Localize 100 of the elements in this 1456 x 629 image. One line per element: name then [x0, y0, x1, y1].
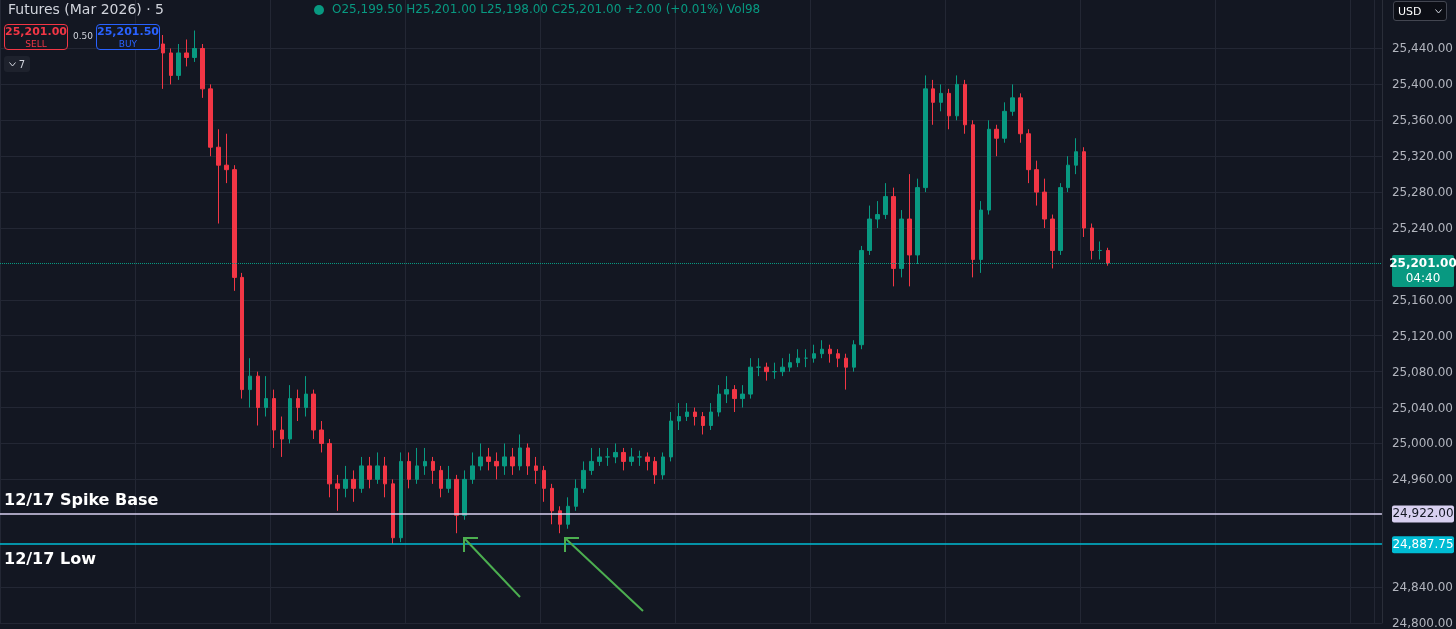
- candlestick: [732, 384, 737, 413]
- candlestick: [335, 474, 340, 512]
- annotation: O25,199.50 H25,201.00 L25,198.00 C25,201.00 +2.00 (+0.01%) Vol98: [332, 2, 761, 16]
- candlestick: [224, 133, 229, 184]
- candlestick: [645, 451, 650, 471]
- y-tick-label: 24,800.00: [1391, 616, 1454, 629]
- candlestick: [1058, 182, 1063, 256]
- currency-dropdown: USD: [1393, 1, 1447, 21]
- candlestick: [1002, 101, 1007, 144]
- candlestick: [1010, 83, 1015, 117]
- candlestick: [764, 362, 769, 382]
- candlestick: [486, 447, 491, 471]
- candlestick: [192, 30, 197, 63]
- candlestick: [375, 451, 380, 485]
- annotation: 0.50: [73, 31, 94, 41]
- candlestick: [677, 402, 681, 431]
- y-tick-label: 24,840.00: [1391, 580, 1454, 595]
- candlestick: [208, 83, 213, 157]
- candlestick: [812, 344, 816, 364]
- candlestick: [907, 173, 912, 287]
- candlestick: [852, 339, 856, 373]
- candlestick: [359, 456, 364, 494]
- y-tick-label: 25,000.00: [1391, 436, 1454, 451]
- candlestick: [311, 389, 316, 440]
- candlestick: [589, 447, 594, 476]
- y-tick-label: 25,120.00: [1391, 328, 1454, 343]
- candlestick: [280, 416, 284, 458]
- y-tick-label: 25,080.00: [1391, 364, 1454, 379]
- candlestick: [343, 465, 348, 498]
- y-tick-label: 25,280.00: [1391, 185, 1454, 200]
- annotation: 25,201.00: [5, 25, 67, 38]
- candlestick: [319, 420, 324, 453]
- candlestick: [947, 88, 951, 130]
- candlestick: [724, 375, 729, 404]
- ref-line-label: 12/17 Spike Base: [4, 489, 159, 509]
- candlestick: [836, 348, 840, 368]
- candlestick: [256, 371, 260, 427]
- collapse-toggle: 7: [4, 56, 30, 72]
- candlestick: [446, 465, 451, 494]
- candlestick: [788, 353, 792, 373]
- candlestick: [240, 272, 244, 400]
- candlestick: [216, 128, 221, 225]
- y-tick-label: 25,240.00: [1391, 221, 1454, 236]
- candlestick: [621, 447, 626, 471]
- candlestick: [987, 119, 991, 216]
- candlestick: [574, 478, 578, 512]
- y-tick-label: 25,040.00: [1391, 400, 1454, 415]
- candlestick: [264, 375, 268, 418]
- candlestick: [550, 483, 554, 525]
- candlestick: [542, 465, 546, 503]
- candlestick: [407, 451, 411, 489]
- candlestick: [685, 402, 689, 422]
- candlestick: [867, 205, 872, 256]
- candlestick: [629, 447, 634, 467]
- candlestick: [304, 375, 308, 418]
- candlestick: [1074, 137, 1078, 175]
- buy-button: 25,201.50 BUY: [96, 24, 160, 50]
- candlestick: [1034, 160, 1039, 207]
- candlestick: [796, 348, 800, 368]
- candlestick: [534, 456, 538, 485]
- y-tick-label: 25,360.00: [1391, 113, 1454, 128]
- candlestick: [931, 79, 935, 126]
- candlestick: [709, 402, 713, 431]
- candlestick: [669, 411, 673, 462]
- text: 25,201.00: [1389, 256, 1456, 271]
- candlestick: [1018, 92, 1023, 144]
- sell-button: 25,201.00 SELL: [4, 24, 68, 50]
- candlestick: [200, 43, 205, 99]
- candlestick: [963, 79, 967, 135]
- candlestick: [1098, 240, 1102, 260]
- candlestick: [1090, 223, 1094, 260]
- candlestick: [605, 447, 610, 467]
- candlestick: [637, 450, 642, 467]
- candlestick: [518, 433, 522, 471]
- candlestick: [232, 164, 237, 292]
- candlestick: [415, 447, 419, 485]
- candlestick: [923, 74, 928, 193]
- candlestick: [248, 357, 252, 409]
- candlestick: [597, 447, 602, 467]
- candlestick: [693, 407, 697, 427]
- y-tick-label: 25,320.00: [1391, 149, 1454, 164]
- candlestick: [875, 200, 880, 229]
- candlestick: [828, 344, 832, 364]
- annotation: 25,201.50: [97, 25, 159, 38]
- candlestick: [661, 451, 665, 480]
- candlestick: [510, 447, 515, 476]
- candlestick: [296, 389, 300, 422]
- candlestick: [717, 384, 721, 418]
- candlestick: [1026, 128, 1031, 184]
- candlestick: [161, 34, 165, 90]
- candlestick: [391, 478, 395, 545]
- candlestick: [613, 442, 618, 464]
- candlestick: [566, 496, 570, 530]
- text: 04:40: [1405, 271, 1441, 286]
- candlestick: [454, 474, 459, 534]
- candlestick: [1082, 146, 1086, 238]
- candlestick: [581, 460, 586, 494]
- candlestick: [399, 451, 403, 543]
- candlestick: [939, 83, 943, 112]
- y-tick-label: 24,960.00: [1391, 472, 1454, 487]
